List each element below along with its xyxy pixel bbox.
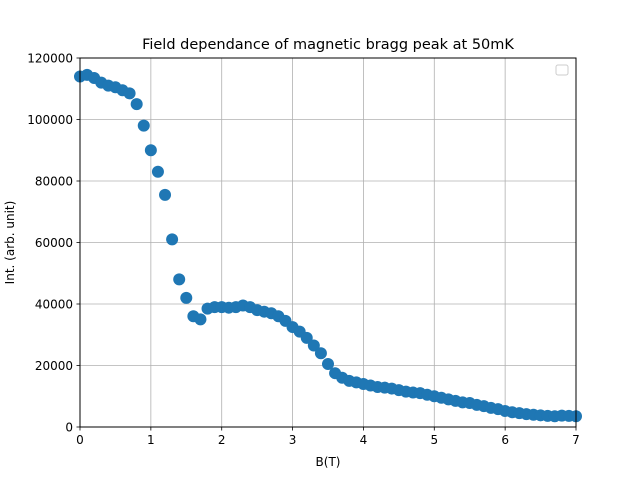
data-point	[322, 357, 334, 370]
y-tick-label: 0	[65, 421, 73, 435]
data-point	[300, 331, 313, 344]
data-point	[180, 291, 193, 304]
x-tick-label: 1	[147, 433, 155, 447]
x-tick-label: 0	[76, 433, 84, 447]
x-tick-label: 3	[289, 433, 297, 447]
y-tick-label: 100000	[27, 113, 73, 127]
data-point	[130, 98, 143, 111]
x-tick-label: 5	[430, 433, 438, 447]
data-point	[144, 144, 157, 157]
data-point	[123, 87, 136, 100]
data-point	[166, 233, 179, 246]
x-tick-label: 6	[501, 433, 509, 447]
y-tick-label: 80000	[35, 175, 73, 189]
y-tick-label: 40000	[35, 298, 73, 312]
x-tick-label: 2	[218, 433, 226, 447]
axis-ticks: 0 1 2 3 4 5 6 7 0 20000 40000 60000 80000 100000 12000…	[27, 52, 580, 448]
data-point	[173, 273, 186, 286]
legend-box	[555, 64, 569, 76]
x-axis-label: B(T)	[316, 455, 341, 469]
grid-lines	[79, 57, 577, 428]
data-point	[314, 347, 327, 360]
y-axis-label: Int. (arb. unit)	[3, 201, 17, 285]
x-tick-label: 7	[572, 433, 580, 447]
data-point	[137, 119, 150, 132]
data-point	[307, 339, 320, 352]
data-points	[74, 68, 582, 423]
chart-title: Field dependance of magnetic bragg peak …	[142, 37, 514, 53]
data-point	[159, 188, 172, 201]
data-point	[151, 165, 164, 178]
y-tick-label: 120000	[27, 52, 73, 66]
data-point	[194, 313, 207, 326]
y-tick-label: 20000	[35, 359, 73, 373]
x-tick-label: 4	[360, 433, 368, 447]
y-tick-label: 60000	[35, 236, 73, 250]
